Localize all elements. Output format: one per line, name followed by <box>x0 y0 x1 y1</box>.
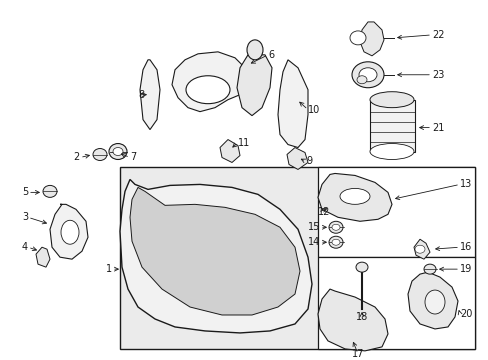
Ellipse shape <box>328 236 342 248</box>
Ellipse shape <box>185 76 229 104</box>
Text: 3: 3 <box>22 212 28 222</box>
Bar <box>317 167 474 257</box>
Ellipse shape <box>369 144 413 159</box>
Ellipse shape <box>358 68 376 82</box>
Polygon shape <box>317 174 391 221</box>
Polygon shape <box>172 52 247 112</box>
Polygon shape <box>407 272 457 329</box>
Text: 15: 15 <box>307 222 319 232</box>
Ellipse shape <box>93 149 107 161</box>
Ellipse shape <box>339 188 369 204</box>
Ellipse shape <box>369 92 413 108</box>
Ellipse shape <box>424 290 444 314</box>
Ellipse shape <box>113 148 123 156</box>
Polygon shape <box>278 60 307 148</box>
Ellipse shape <box>356 76 366 84</box>
Polygon shape <box>140 60 160 130</box>
Ellipse shape <box>328 221 342 233</box>
Text: 4: 4 <box>22 242 28 252</box>
Text: 18: 18 <box>355 312 367 322</box>
Ellipse shape <box>331 239 339 245</box>
Ellipse shape <box>61 220 79 244</box>
Text: 13: 13 <box>459 179 471 189</box>
Ellipse shape <box>414 245 424 253</box>
Ellipse shape <box>349 31 365 45</box>
Polygon shape <box>220 140 240 162</box>
Polygon shape <box>359 22 383 56</box>
Polygon shape <box>36 247 50 267</box>
Text: 1: 1 <box>106 264 112 274</box>
Polygon shape <box>286 148 307 170</box>
Text: 17: 17 <box>351 349 364 359</box>
Text: 16: 16 <box>459 242 471 252</box>
Bar <box>317 257 474 349</box>
Text: 23: 23 <box>431 70 444 80</box>
Text: 5: 5 <box>21 188 28 197</box>
Text: 22: 22 <box>431 30 444 40</box>
Polygon shape <box>237 55 271 116</box>
Ellipse shape <box>109 144 127 159</box>
Polygon shape <box>413 239 429 259</box>
Ellipse shape <box>423 264 435 274</box>
Text: 21: 21 <box>431 123 444 132</box>
Ellipse shape <box>43 185 57 197</box>
Ellipse shape <box>331 224 339 230</box>
Text: 2: 2 <box>74 153 80 162</box>
Ellipse shape <box>246 40 263 60</box>
Text: 10: 10 <box>307 105 320 114</box>
Ellipse shape <box>351 62 383 88</box>
Text: 6: 6 <box>267 50 274 60</box>
Polygon shape <box>50 204 88 259</box>
Text: 20: 20 <box>459 309 471 319</box>
Text: 7: 7 <box>130 153 136 162</box>
Text: 19: 19 <box>459 264 471 274</box>
Polygon shape <box>317 289 387 351</box>
Text: 9: 9 <box>305 157 311 166</box>
Polygon shape <box>130 188 299 315</box>
Polygon shape <box>120 179 311 333</box>
Text: 14: 14 <box>307 237 319 247</box>
Text: 8: 8 <box>138 90 144 100</box>
Ellipse shape <box>355 262 367 272</box>
Bar <box>120 167 474 349</box>
Text: 12: 12 <box>317 207 330 217</box>
Bar <box>369 100 414 152</box>
Text: 11: 11 <box>238 138 250 148</box>
